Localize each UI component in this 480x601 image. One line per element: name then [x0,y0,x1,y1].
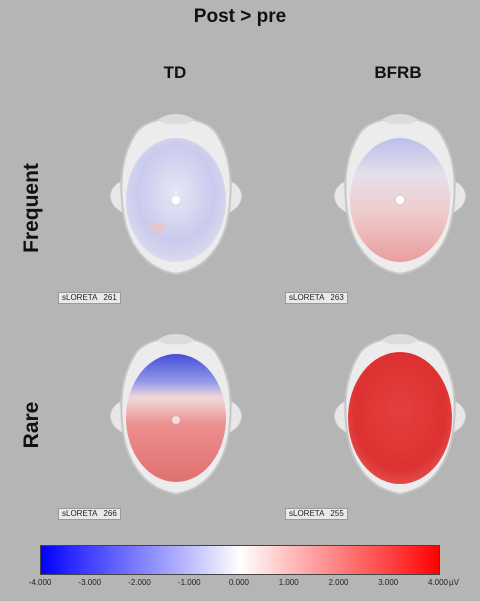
panel-number: 266 [103,509,117,518]
colorbar-tick-label: 1.000 [278,578,299,587]
brain-map-bfrb-frequent [333,114,467,276]
colorbar-unit: µV [449,578,459,587]
brain-map-td-rare [109,334,243,496]
panel-tag-bfrb-frequent: sLORETA 263 [285,292,348,304]
colorbar [40,545,440,575]
column-label-td: TD [163,63,187,82]
colorbar-tick-label: 3.000 [378,578,399,587]
panel-tag-td-rare: sLORETA 266 [58,508,121,520]
panel-number: 263 [330,293,344,302]
method-label: sLORETA [62,509,98,518]
method-label: sLORETA [289,293,325,302]
colorbar-tick-label: -1.000 [177,578,201,587]
row-label-frequent: Frequent [20,163,43,253]
row-label-rare: Rare [20,401,43,449]
column-label-bfrb: BFRB [374,63,422,82]
colorbar-tick-label: -4.000 [28,578,52,587]
panel-number: 261 [103,293,117,302]
panel-number: 255 [330,509,344,518]
method-label: sLORETA [62,293,98,302]
colorbar-tick-label: 2.000 [328,578,349,587]
colorbar-tick-label: -2.000 [128,578,151,587]
method-label: sLORETA [289,509,325,518]
brain-map-bfrb-rare [333,334,467,496]
colorbar-tick-label: 4.000 [427,578,449,587]
colorbar-tick-label: -3.000 [78,578,102,587]
panel-tag-td-frequent: sLORETA 261 [58,292,121,304]
figure-title: Post > pre [193,6,287,27]
colorbar-tick-label: 0.000 [228,578,250,587]
brain-map-td-frequent [109,114,243,276]
panel-tag-bfrb-rare: sLORETA 255 [285,508,348,520]
